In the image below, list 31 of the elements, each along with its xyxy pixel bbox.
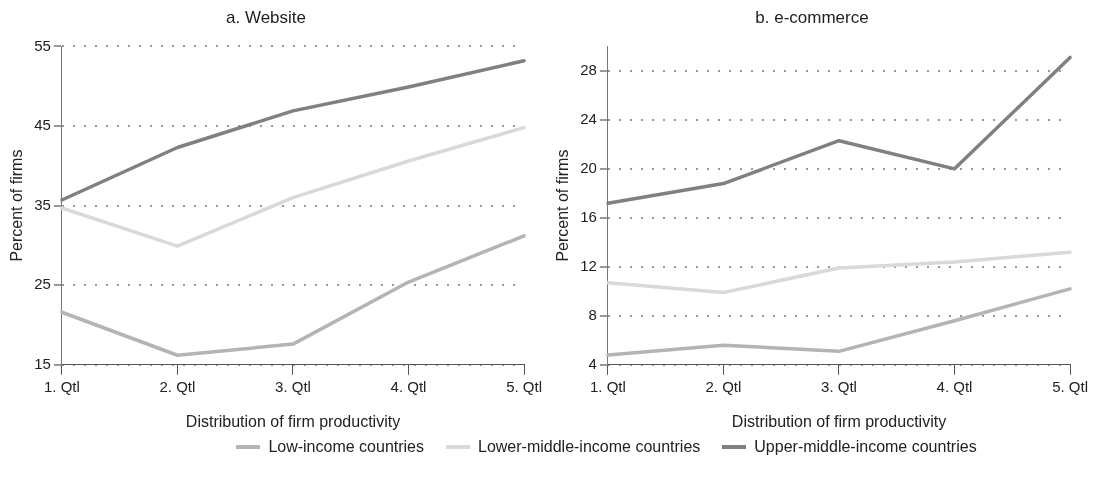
y-tick-label: 4 [588, 354, 597, 372]
x-tick-label: 5. Qtl [506, 377, 543, 395]
y-tick-label: 8 [588, 305, 597, 323]
x-tick-label: 1. Qtl [589, 377, 626, 395]
x-tick-label: 2. Qtl [159, 377, 196, 395]
x-axis-title: Distribution of firm productivity [185, 412, 401, 430]
y-tick-label: 25 [34, 275, 51, 293]
y-tick-label: 20 [580, 159, 597, 176]
y-tick-label: 45 [34, 116, 51, 134]
y-tick-label: 15 [34, 354, 51, 372]
y-tick-label: 35 [34, 195, 51, 213]
x-tick-label: 1. Qtl [43, 377, 80, 395]
y-axis-title: Percent of firms [554, 149, 572, 262]
y-tick-label: 55 [34, 36, 51, 54]
x-tick-label: 4. Qtl [936, 377, 973, 395]
y-tick-label: 12 [580, 256, 597, 274]
x-tick-label: 3. Qtl [275, 377, 311, 395]
x-axis-title: Distribution of firm productivity [731, 412, 947, 430]
legend-label: Low-income countries [268, 438, 424, 456]
x-tick-label: 3. Qtl [821, 377, 857, 395]
x-tick-label: 2. Qtl [705, 377, 742, 395]
legend-label: Upper-middle-income countries [754, 438, 977, 456]
y-tick-label: 24 [580, 110, 597, 128]
y-tick-label: 28 [580, 61, 597, 79]
y-axis-title: Percent of firms [8, 149, 26, 262]
legend-label: Lower-middle-income countries [478, 438, 701, 456]
x-tick-label: 5. Qtl [1052, 377, 1089, 395]
chart-title: b. e-commerce [755, 7, 869, 27]
y-tick-label: 16 [580, 207, 597, 225]
chart-title: a. Website [225, 7, 307, 27]
x-tick-label: 4. Qtl [390, 377, 427, 395]
